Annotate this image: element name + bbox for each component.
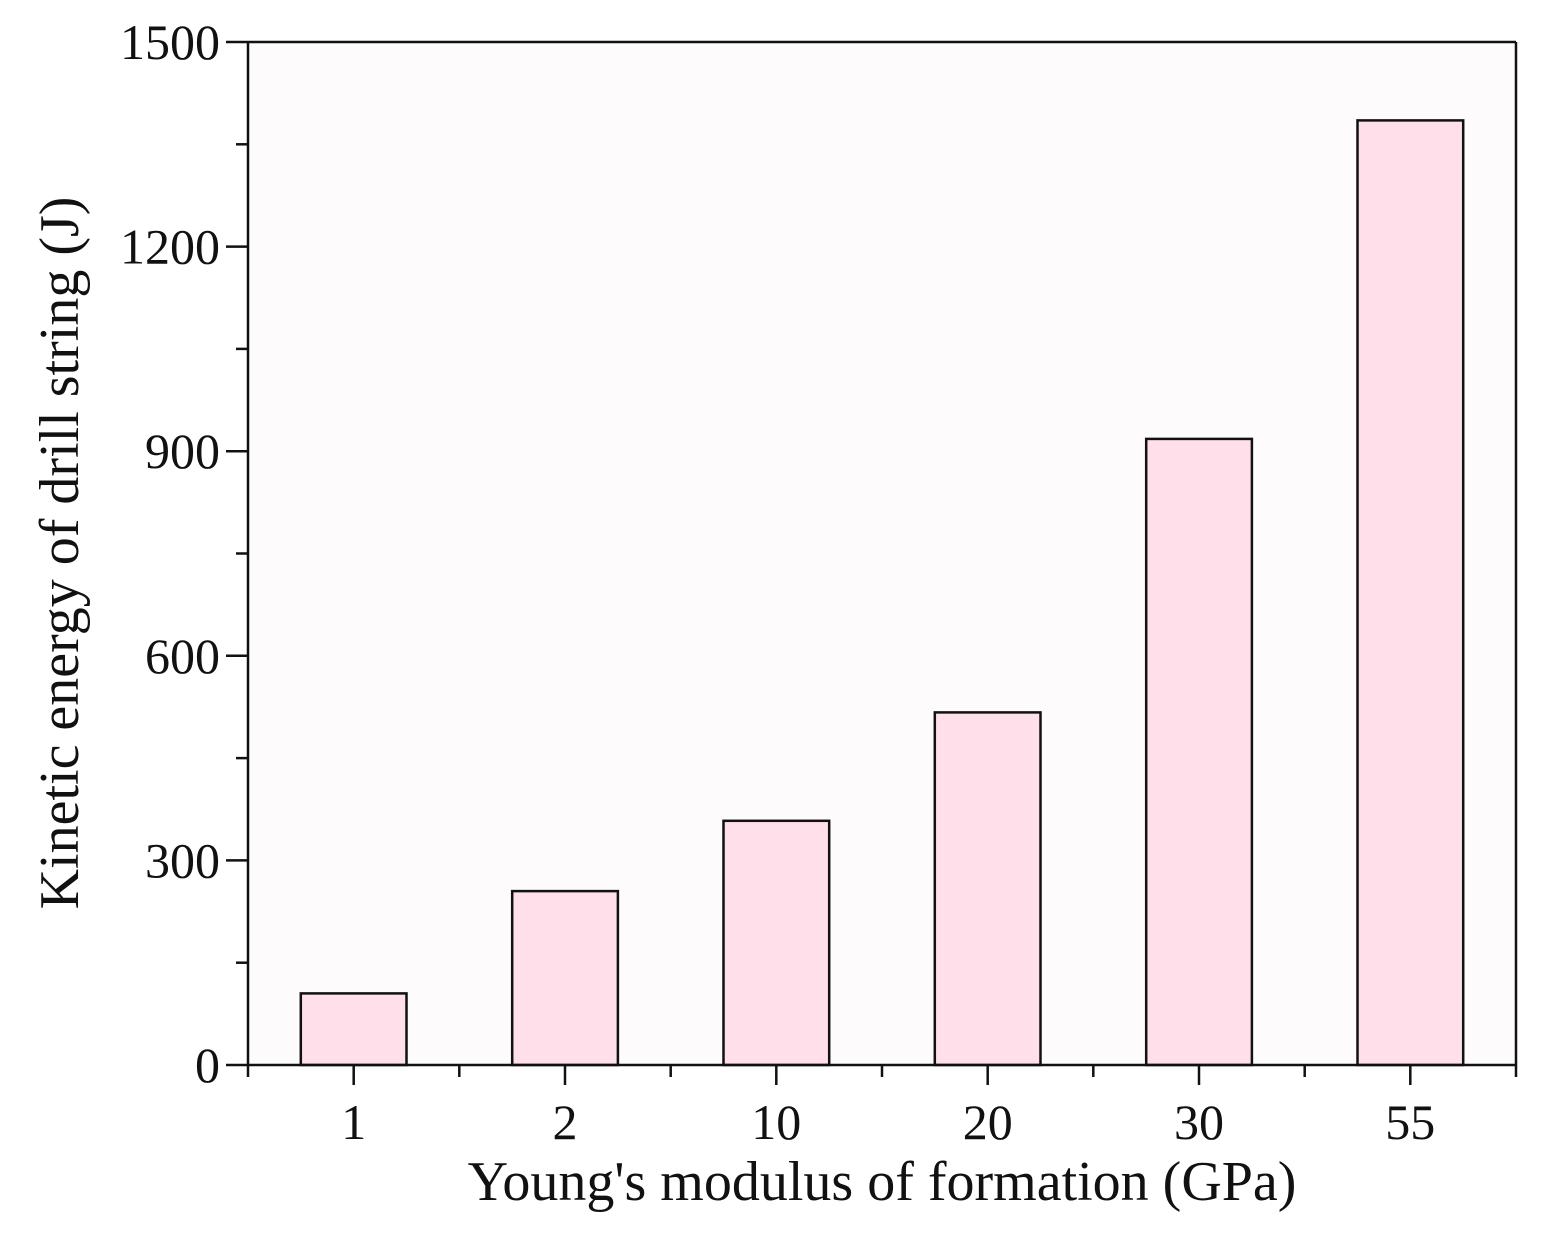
bar-10	[722, 819, 831, 1067]
y-tick-label: 900	[145, 423, 220, 479]
y-tick-label: 600	[145, 628, 220, 684]
bars-layer	[299, 119, 1465, 1067]
bar-1	[299, 992, 408, 1067]
x-tick-label: 1	[341, 1094, 366, 1150]
x-tick-label: 20	[963, 1094, 1013, 1150]
y-tick-label: 1500	[120, 14, 220, 70]
x-tick-label: 2	[553, 1094, 578, 1150]
y-tick-label: 300	[145, 832, 220, 888]
plot-area	[248, 42, 1516, 1065]
bar-55	[1356, 119, 1465, 1067]
x-tick-label: 10	[751, 1094, 801, 1150]
y-tick-label: 1200	[120, 219, 220, 275]
x-ticks-layer: 1 2 10 20 30 55	[246, 1065, 1518, 1150]
bar-20	[933, 711, 1042, 1067]
y-ticks-layer: 0 300 600 900 1200 1500	[120, 14, 248, 1093]
x-tick-label: 30	[1174, 1094, 1224, 1150]
bar-30	[1144, 437, 1254, 1067]
x-axis-title: Young's modulus of formation (GPa)	[468, 1151, 1297, 1213]
y-axis-title: Kinetic energy of drill string (J)	[29, 197, 91, 910]
bar-2	[510, 889, 620, 1067]
x-tick-label: 55	[1385, 1094, 1435, 1150]
y-tick-label: 0	[195, 1037, 220, 1093]
